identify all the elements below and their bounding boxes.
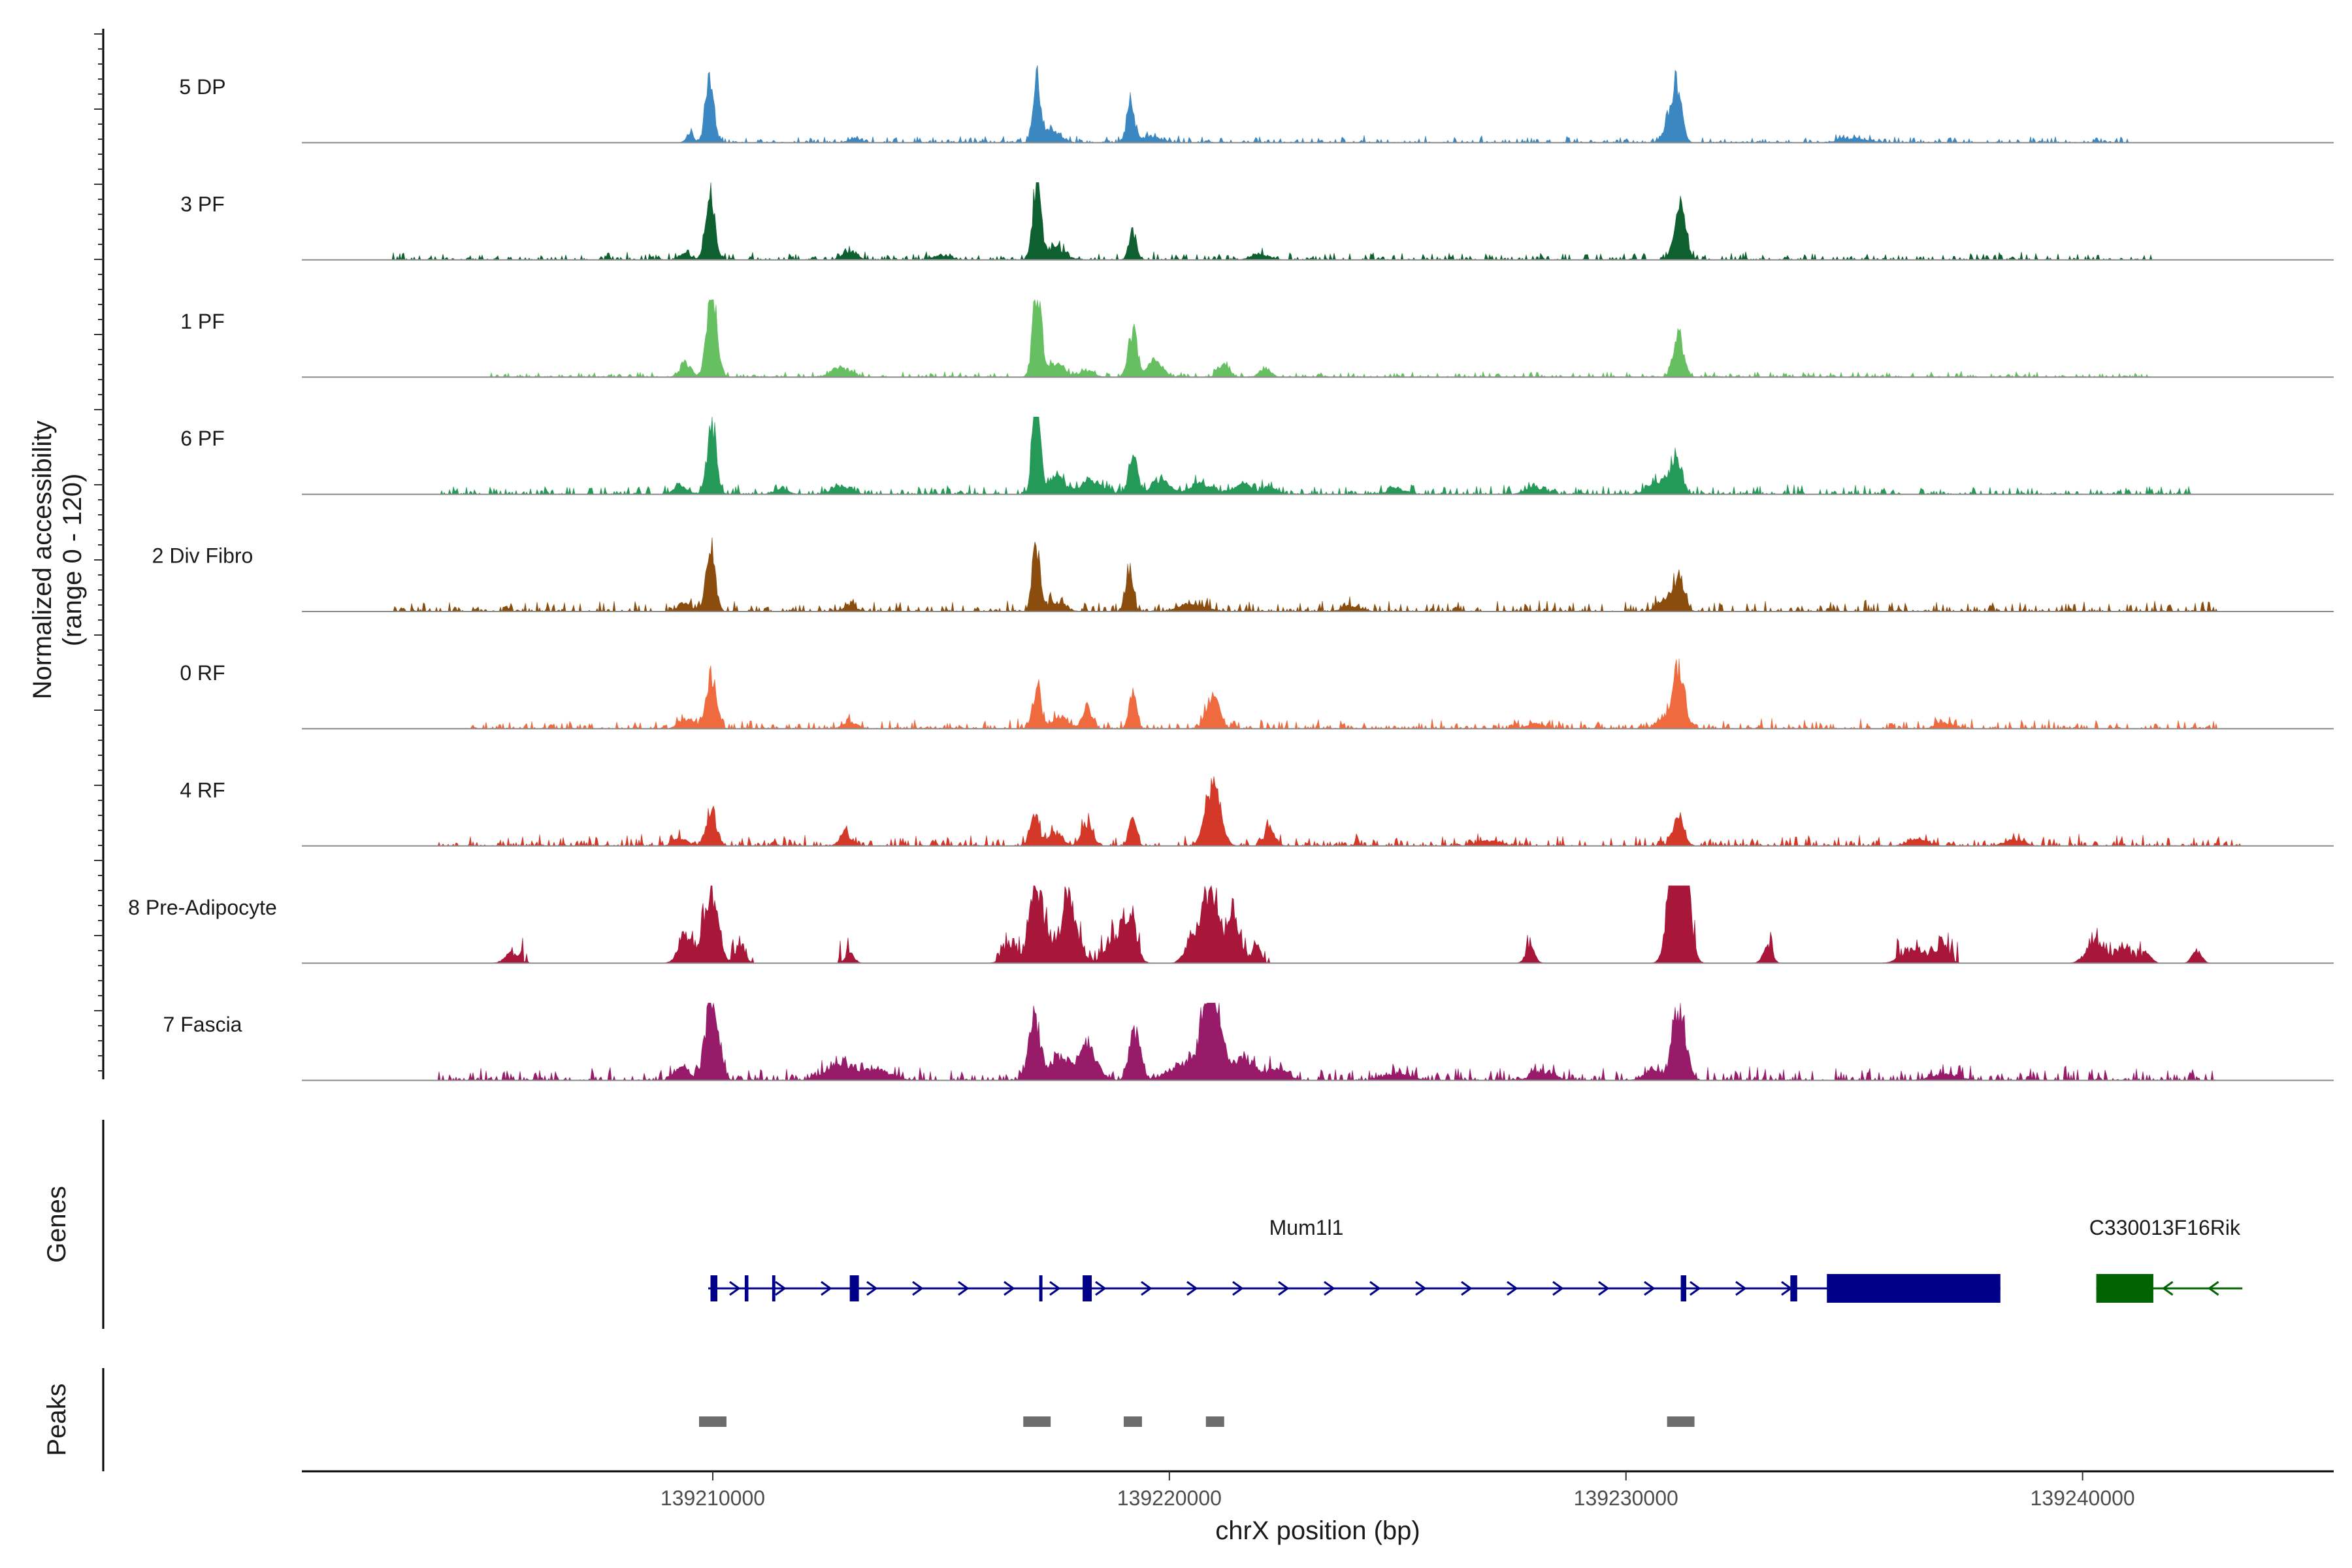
peak-region [1123,1416,1142,1427]
exon [772,1275,776,1301]
strand-arrow [1004,1281,1015,1296]
x-tick-label: 139230000 [1574,1486,1678,1510]
peak-region [699,1416,727,1427]
strand-arrow [1690,1281,1701,1296]
strand-arrow [775,1281,787,1296]
exon [1790,1275,1797,1301]
track-label: 0 RF [180,661,225,685]
track-3-pf: 3 PF [180,182,2334,261]
coverage-area [302,299,2334,378]
exon [2096,1274,2153,1303]
track-label: 6 PF [180,427,225,450]
x-axis-ticks: 139210000 139220000 139230000 139240000 [661,1471,2135,1510]
strand-arrow [729,1281,741,1296]
peak-region [1023,1416,1051,1427]
strand-arrow [821,1281,832,1296]
track-5-dp: 5 DP [179,65,2334,144]
strand-arrow [912,1281,924,1296]
strand-arrow [1461,1281,1473,1296]
gene-label: C330013F16Rik [2089,1216,2241,1239]
strand-arrow [1324,1281,1335,1296]
x-axis-title: chrX position (bp) [1215,1516,1420,1545]
track-1-pf: 1 PF [180,299,2334,378]
track-label: 3 PF [180,192,225,216]
strand-arrow [1278,1281,1290,1296]
track-4-rf: 4 RF [180,776,2334,847]
coverage-area [302,182,2334,261]
track-6-pf: 6 PF [180,416,2334,495]
coverage-area [302,537,2334,613]
track-label: 4 RF [180,778,225,802]
gene-annotations: Mum1l1 C330013F16Rik [708,1216,2243,1303]
coverage-area [302,885,2334,964]
strand-arrow [1186,1281,1198,1296]
strand-arrow [1141,1281,1152,1296]
track-7-fascia: 7 Fascia [163,1002,2334,1081]
coverage-area [302,658,2334,730]
strand-arrow [1552,1281,1564,1296]
coverage-area [302,416,2334,495]
peak-regions [699,1416,1695,1427]
strand-arrow [958,1281,970,1296]
track-label: 7 Fascia [163,1013,242,1036]
exon [710,1275,717,1301]
peaks-panel-label: Peaks [42,1383,71,1456]
strand-arrow [1369,1281,1381,1296]
exon [744,1275,749,1301]
x-tick-label: 139210000 [661,1486,765,1510]
gene-mum1l1: Mum1l1 [708,1216,2001,1303]
gene-c330013f16rik: C330013F16Rik [2089,1216,2243,1303]
coverage-area [302,776,2334,847]
track-label: 1 PF [180,310,225,333]
exon [1083,1275,1092,1301]
track-8-pre-adipocyte: 8 Pre-Adipocyte [128,885,2334,964]
track-label: 2 Div Fibro [152,544,253,568]
exon [1680,1275,1686,1301]
y-axis-minor-ticks [94,33,103,1071]
x-tick-label: 139220000 [1117,1486,1222,1510]
strand-arrow [1735,1281,1747,1296]
strand-arrow [1598,1281,1610,1296]
strand-arrow [2207,1281,2219,1296]
strand-arrow [1644,1281,1656,1296]
track-2-div-fibro: 2 Div Fibro [152,537,2334,613]
strand-arrow [1507,1281,1518,1296]
peak-region [1205,1416,1224,1427]
track-label: 5 DP [179,75,225,99]
exon [849,1275,859,1301]
strand-arrow [866,1281,878,1296]
strand-arrow [2161,1281,2174,1296]
exon [1827,1274,2001,1303]
coverage-area [302,65,2334,144]
y-axis-subtitle: (range 0 - 120) [58,474,87,647]
coverage-tracks: 5 DP 3 PF 1 PF 6 PF 2 Div Fibro 0 RF 4 RF 8 Pre… [128,65,2334,1081]
genes-panel-label: Genes [42,1186,71,1263]
coverage-area [302,1002,2334,1081]
exon [1039,1275,1043,1301]
peak-region [1667,1416,1695,1427]
x-tick-label: 139240000 [2031,1486,2135,1510]
gene-label: Mum1l1 [1269,1216,1344,1239]
strand-arrow [1415,1281,1427,1296]
y-axis-title: Normalized accessibility [28,421,57,700]
track-label: 8 Pre-Adipocyte [128,896,277,919]
strand-arrow [1095,1281,1107,1296]
strand-arrow [1232,1281,1244,1296]
strand-arrow [1049,1281,1061,1296]
track-0-rf: 0 RF [180,658,2334,730]
